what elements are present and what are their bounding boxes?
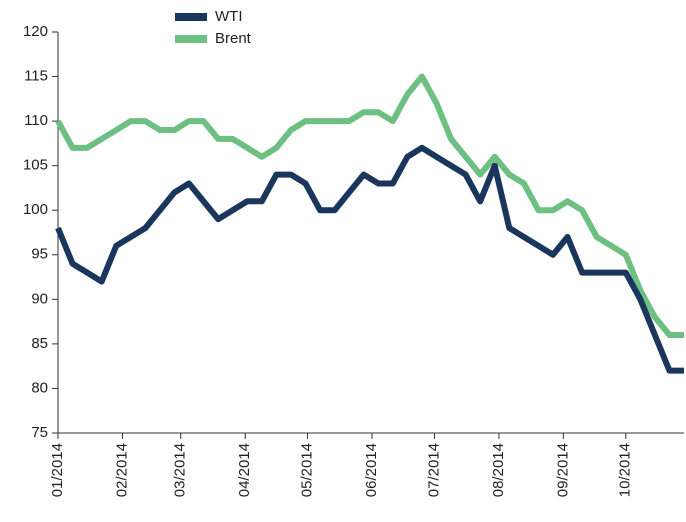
x-tick-label: 07/2014 (425, 443, 442, 497)
x-tick-label: 04/2014 (236, 443, 253, 497)
y-tick-label: 100 (23, 201, 48, 218)
x-tick-label: 02/2014 (113, 443, 130, 497)
y-tick-label: 85 (31, 335, 48, 352)
y-tick-label: 90 (31, 290, 48, 307)
y-tick-label: 95 (31, 246, 48, 263)
y-tick-label: 120 (23, 23, 48, 40)
x-tick-label: 10/2014 (617, 443, 634, 497)
x-tick-label: 08/2014 (490, 443, 507, 497)
x-tick-label: 06/2014 (363, 443, 380, 497)
x-tick-label: 03/2014 (172, 443, 189, 497)
legend-swatch (175, 35, 207, 43)
series-line (55, 144, 684, 374)
x-tick-label: 05/2014 (298, 443, 315, 497)
x-tick-label: 09/2014 (554, 443, 571, 497)
x-tick-label: 01/2014 (49, 443, 66, 497)
legend-label: WTI (215, 8, 243, 25)
y-tick-label: 110 (24, 112, 48, 129)
y-tick-label: 115 (24, 68, 48, 85)
legend-label: Brent (215, 30, 252, 47)
series-line (55, 73, 684, 338)
y-tick-label: 105 (23, 157, 48, 174)
y-tick-label: 80 (31, 379, 48, 396)
legend-swatch (175, 13, 207, 21)
y-tick-label: 75 (31, 424, 48, 441)
